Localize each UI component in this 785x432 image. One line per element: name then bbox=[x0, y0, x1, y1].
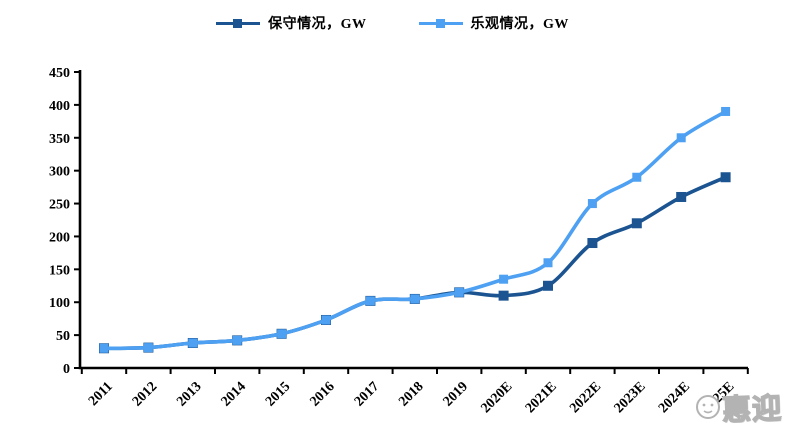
x-axis-label: 2024E bbox=[656, 379, 693, 416]
legend-swatch-optimistic bbox=[418, 18, 463, 28]
x-axis-label: 2023E bbox=[612, 379, 649, 416]
conservative-marker bbox=[587, 238, 598, 249]
y-axis-label: 250 bbox=[49, 198, 70, 213]
legend-label-optimistic: 乐观情况，GW bbox=[470, 17, 569, 32]
x-axis-label: 2015 bbox=[263, 379, 293, 409]
optimistic-marker bbox=[721, 106, 731, 116]
optimistic-marker bbox=[321, 315, 331, 325]
legend-item-conservative: 保守情况，GW bbox=[216, 13, 366, 33]
x-axis-label: 2022E bbox=[567, 379, 604, 416]
conservative-marker bbox=[676, 191, 687, 202]
optimistic-marker bbox=[232, 335, 242, 345]
x-axis-label: 2012 bbox=[130, 379, 160, 409]
optimistic-marker bbox=[277, 329, 287, 339]
x-axis-label: 2017 bbox=[352, 379, 382, 409]
x-axis-label: 2020E bbox=[478, 379, 515, 416]
x-axis-label: 2016 bbox=[307, 379, 337, 409]
conservative-marker bbox=[720, 172, 731, 183]
optimistic-marker bbox=[632, 172, 642, 182]
y-axis-label: 400 bbox=[49, 99, 70, 114]
y-axis-label: 450 bbox=[49, 66, 70, 81]
optimistic-marker bbox=[188, 338, 198, 348]
conservative-marker bbox=[631, 218, 642, 229]
optimistic-line bbox=[102, 109, 728, 351]
y-axis-label: 300 bbox=[49, 165, 70, 180]
y-axis-label: 350 bbox=[49, 132, 70, 147]
x-axis-label: 2018 bbox=[396, 379, 426, 409]
legend-marker-icon bbox=[233, 18, 243, 28]
optimistic-marker bbox=[499, 274, 509, 284]
legend-marker-icon bbox=[435, 18, 445, 28]
optimistic-marker bbox=[454, 287, 464, 297]
optimistic-marker bbox=[365, 296, 375, 306]
legend-label-conservative: 保守情况，GW bbox=[268, 17, 367, 32]
optimistic-marker bbox=[99, 343, 109, 353]
x-axis-label: 2014 bbox=[219, 379, 249, 409]
optimistic-marker bbox=[587, 199, 597, 209]
y-axis-label: 200 bbox=[49, 230, 70, 245]
x-axis-label: 2011 bbox=[86, 379, 116, 409]
x-axis-label: 2021E bbox=[523, 379, 560, 416]
legend: 保守情况，GW 乐观情况，GW bbox=[0, 13, 785, 33]
optimistic-marker bbox=[410, 294, 420, 304]
y-axis-label: 0 bbox=[63, 362, 70, 377]
x-axis-label: 2019 bbox=[441, 379, 471, 409]
conservative-marker bbox=[498, 290, 509, 301]
legend-item-optimistic: 乐观情况，GW bbox=[418, 13, 569, 33]
legend-swatch-conservative bbox=[216, 18, 261, 28]
optimistic-marker bbox=[543, 258, 553, 268]
x-axis-label: 2025E bbox=[700, 379, 737, 416]
y-axis-label: 50 bbox=[56, 329, 70, 344]
conservative-marker bbox=[543, 280, 553, 291]
y-axis-label: 150 bbox=[49, 263, 70, 278]
x-axis-label: 2013 bbox=[174, 379, 204, 409]
optimistic-marker bbox=[143, 343, 153, 353]
optimistic-marker bbox=[676, 133, 686, 143]
y-axis-label: 100 bbox=[49, 296, 70, 311]
conservative-line bbox=[102, 175, 728, 351]
axes bbox=[78, 70, 748, 370]
